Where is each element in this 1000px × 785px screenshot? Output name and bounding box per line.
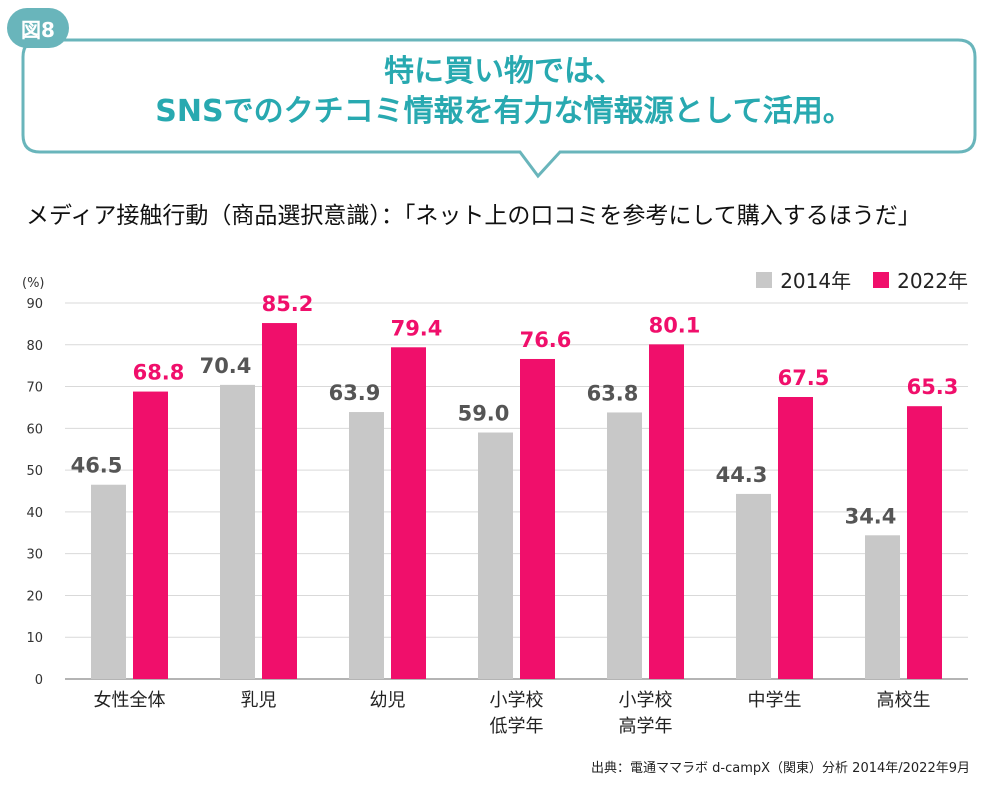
data-label-2014: 46.5	[71, 454, 123, 478]
y-tick-label: 80	[26, 339, 43, 354]
bar-2014	[607, 412, 642, 679]
x-tick-label: 中学生	[748, 690, 802, 711]
figure-badge: 図8	[7, 8, 69, 48]
x-tick-label: 女性全体	[94, 690, 166, 711]
headline-line-2: SNSでのクチコミ情報を有力な情報源として活用。	[155, 94, 853, 129]
bar-2014	[220, 384, 255, 679]
headline-line-1: 特に買い物では、	[384, 54, 624, 89]
bar-2014	[865, 535, 900, 679]
chart-title: メディア接触行動（商品選択意識）：「ネット上の口コミを参考にして購入するほうだ」	[26, 203, 921, 229]
y-tick-label: 10	[26, 631, 43, 646]
bar-2022	[778, 397, 813, 679]
data-label-2022: 67.5	[778, 366, 830, 390]
bar-2014	[349, 412, 384, 679]
legend-item-2014: 2014年	[756, 265, 851, 294]
legend-swatch-2014	[756, 271, 773, 288]
data-label-2014: 34.4	[845, 504, 897, 528]
legend-label-2022: 2022年	[897, 269, 968, 293]
y-axis-unit: (%)	[22, 276, 45, 291]
data-label-2022: 79.4	[391, 316, 443, 340]
speech-bubble	[21, 38, 977, 179]
source-note: 出典：電通ママラボ d-campX（関東）分析 2014年/2022年9月	[591, 761, 970, 776]
x-tick-label: 低学年	[490, 716, 544, 737]
y-tick-label: 70	[26, 381, 43, 396]
bar-2022	[391, 347, 426, 679]
legend-label-2014: 2014年	[780, 269, 852, 293]
data-label-2022: 80.1	[649, 313, 701, 337]
data-label-2014: 70.4	[200, 354, 252, 378]
headline: 特に買い物では、 SNSでのクチコミ情報を有力な情報源として活用。	[40, 52, 968, 132]
y-tick-label: 0	[35, 673, 43, 688]
bar-2014	[91, 484, 126, 679]
bar-2022	[520, 358, 555, 679]
x-tick-label: 幼児	[370, 690, 406, 711]
data-label-2022: 76.6	[520, 328, 572, 352]
bar-2014	[478, 432, 513, 679]
y-tick-label: 40	[26, 506, 43, 521]
data-label-2014: 63.9	[329, 381, 381, 405]
bar-2022	[907, 406, 942, 679]
bar-2014	[736, 493, 771, 679]
legend-swatch-2022	[873, 271, 890, 288]
y-tick-label: 30	[26, 548, 43, 563]
x-tick-label: 小学校	[490, 690, 544, 711]
bar-2022	[133, 391, 168, 679]
data-label-2022: 68.8	[133, 361, 185, 385]
x-tick-label: 高学年	[619, 716, 673, 737]
bar-2022	[649, 344, 684, 679]
legend-item-2022: 2022年	[873, 265, 968, 294]
data-label-2014: 59.0	[458, 402, 510, 426]
data-label-2014: 44.3	[716, 463, 768, 487]
bar-2022	[262, 323, 297, 679]
y-tick-label: 50	[26, 464, 43, 479]
x-tick-label: 乳児	[241, 690, 277, 711]
legend: 2014年 2022年	[734, 265, 968, 294]
data-label-2022: 65.3	[907, 375, 959, 399]
y-tick-label: 20	[26, 589, 43, 604]
y-tick-label: 90	[26, 297, 43, 312]
data-label-2014: 63.8	[587, 381, 639, 405]
x-tick-label: 高校生	[877, 690, 931, 711]
data-label-2022: 85.2	[262, 292, 314, 316]
x-tick-label: 小学校	[619, 690, 673, 711]
y-tick-label: 60	[26, 422, 43, 437]
